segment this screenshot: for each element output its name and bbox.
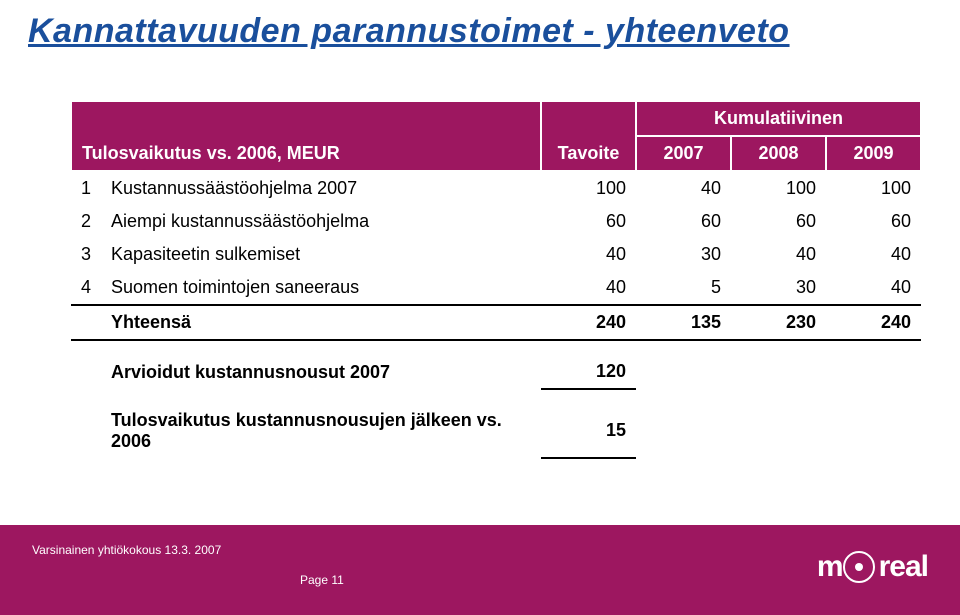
logo-text: real [879, 550, 928, 584]
row-index: 4 [71, 271, 101, 305]
row-val: 40 [731, 238, 826, 271]
tulos-val: 15 [541, 404, 636, 458]
row-val: 5 [636, 271, 731, 305]
header-left: Tulosvaikutus vs. 2006, MEUR [71, 101, 541, 171]
row-val: 40 [541, 271, 636, 305]
summary-table: Tulosvaikutus vs. 2006, MEUR Tavoite Kum… [70, 100, 890, 459]
total-val: 135 [636, 305, 731, 340]
table-row: 2 Aiempi kustannussäästöohjelma 60 60 60… [71, 205, 921, 238]
row-label: Suomen toimintojen saneeraus [101, 271, 541, 305]
total-val: 240 [826, 305, 921, 340]
footer-bar: Varsinainen yhtiökokous 13.3. 2007 Page … [0, 525, 960, 615]
footer-page: Page 11 [300, 573, 344, 587]
arvioidut-val: 120 [541, 355, 636, 389]
total-label: Yhteensä [101, 305, 541, 340]
row-label: Kustannussäästöohjelma 2007 [101, 171, 541, 205]
row-val: 100 [731, 171, 826, 205]
row-label: Aiempi kustannussäästöohjelma [101, 205, 541, 238]
tulos-label: Tulosvaikutus kustannusnousujen jälkeen … [101, 404, 541, 458]
row-val: 30 [636, 238, 731, 271]
logo-m: m [817, 550, 843, 584]
table-row-arvioidut: Arvioidut kustannusnousut 2007 120 [71, 355, 921, 389]
row-val: 40 [826, 238, 921, 271]
header-2007: 2007 [636, 136, 731, 171]
brand-logo: m real [817, 550, 928, 584]
row-val: 30 [731, 271, 826, 305]
row-val: 40 [826, 271, 921, 305]
table-row: 1 Kustannussäästöohjelma 2007 100 40 100… [71, 171, 921, 205]
row-val: 60 [731, 205, 826, 238]
row-val: 60 [826, 205, 921, 238]
total-val: 240 [541, 305, 636, 340]
header-kumu: Kumulatiivinen [636, 101, 921, 136]
table-row-total: Yhteensä 240 135 230 240 [71, 305, 921, 340]
slide-title: Kannattavuuden parannustoimet - yhteenve… [28, 12, 790, 51]
arvioidut-label: Arvioidut kustannusnousut 2007 [101, 355, 541, 389]
table-row-tulos: Tulosvaikutus kustannusnousujen jälkeen … [71, 404, 921, 458]
row-index: 3 [71, 238, 101, 271]
logo-dot-icon [843, 551, 875, 583]
row-val: 40 [541, 238, 636, 271]
row-val: 60 [541, 205, 636, 238]
header-tavoite: Tavoite [541, 101, 636, 171]
table-row: 4 Suomen toimintojen saneeraus 40 5 30 4… [71, 271, 921, 305]
total-val: 230 [731, 305, 826, 340]
row-label: Kapasiteetin sulkemiset [101, 238, 541, 271]
row-index: 1 [71, 171, 101, 205]
footer-date: Varsinainen yhtiökokous 13.3. 2007 [32, 543, 221, 557]
row-val: 40 [636, 171, 731, 205]
row-val: 100 [826, 171, 921, 205]
table-row: 3 Kapasiteetin sulkemiset 40 30 40 40 [71, 238, 921, 271]
row-index: 2 [71, 205, 101, 238]
header-2008: 2008 [731, 136, 826, 171]
row-val: 60 [636, 205, 731, 238]
row-val: 100 [541, 171, 636, 205]
header-2009: 2009 [826, 136, 921, 171]
